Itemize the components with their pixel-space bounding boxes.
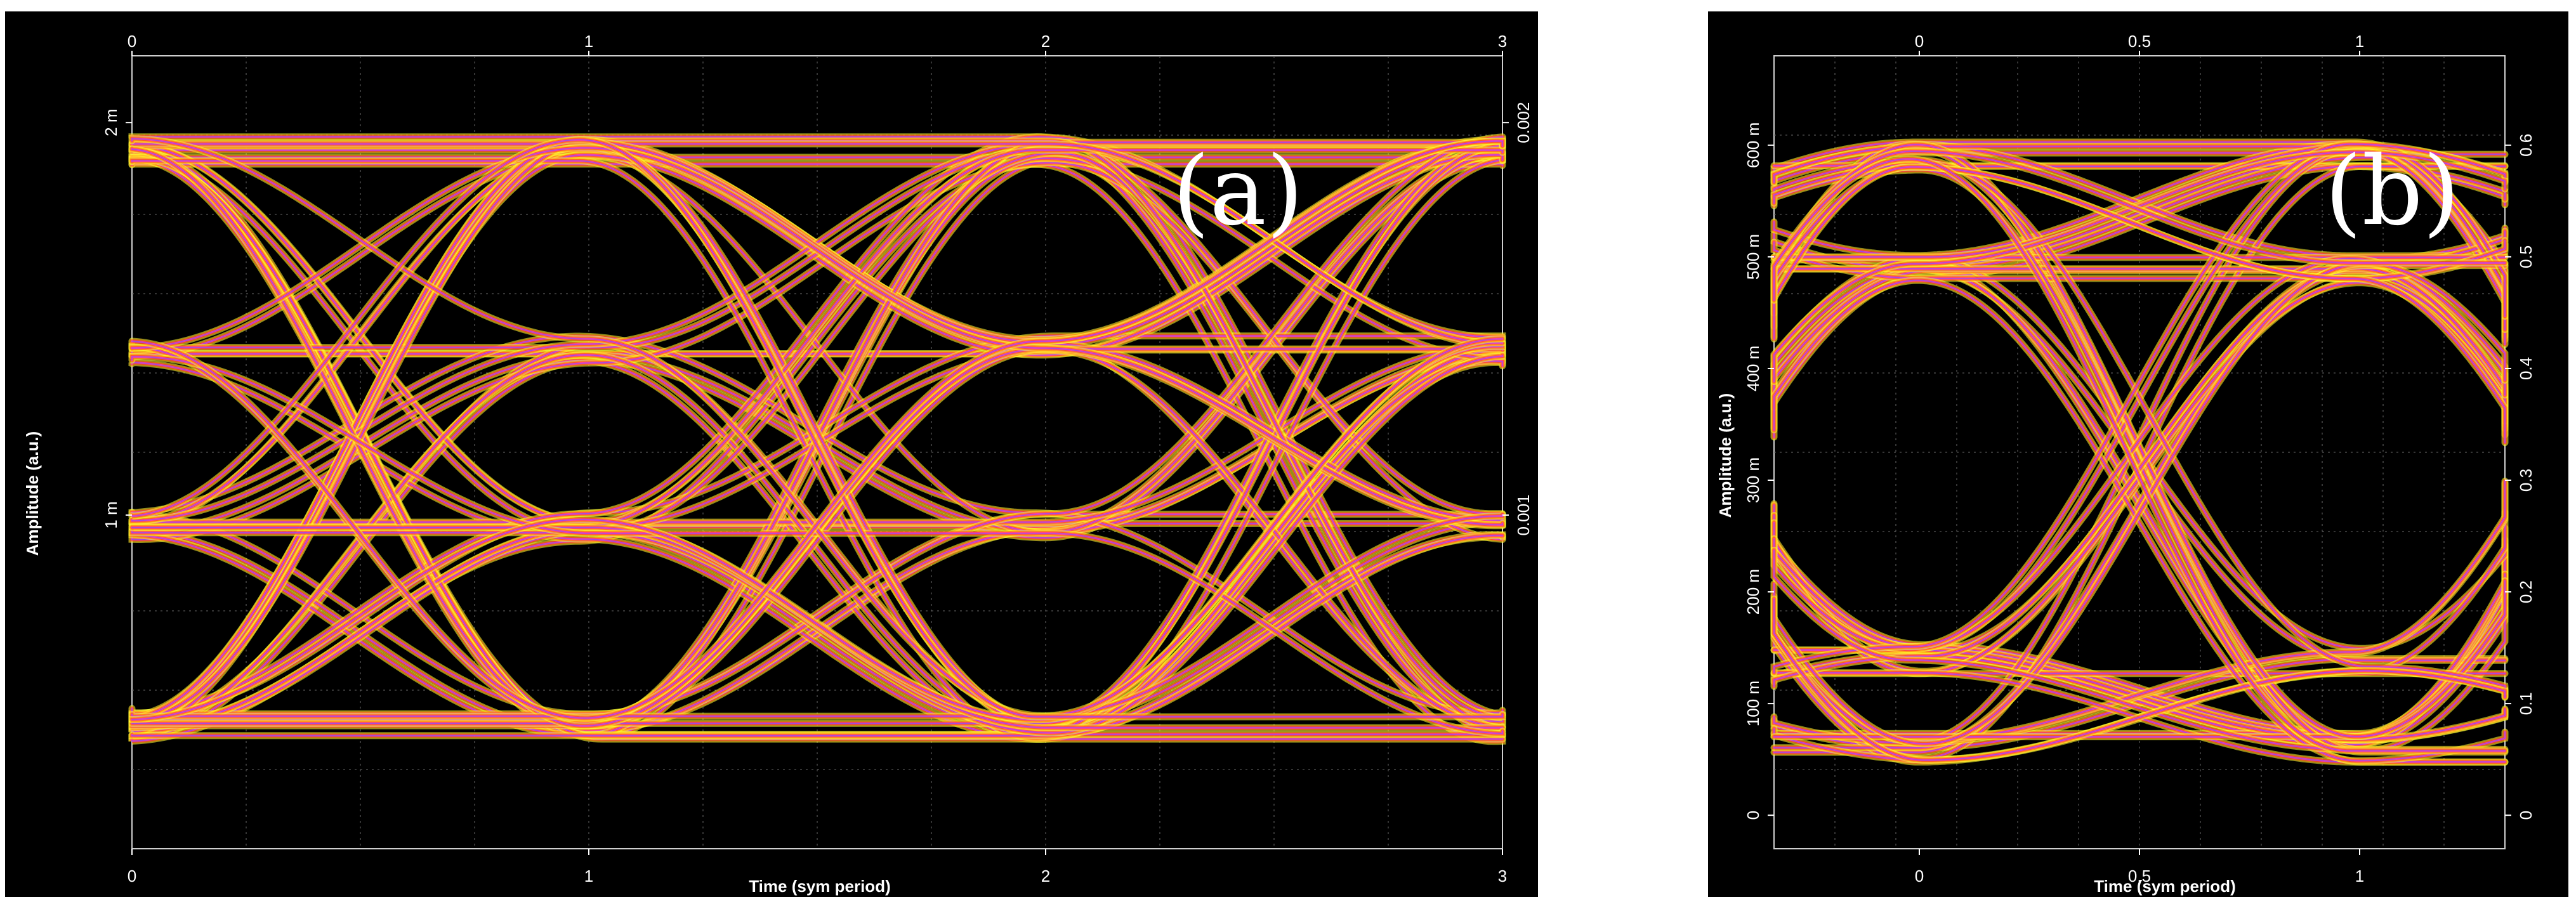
y-tick-right-0.6: 0.6 bbox=[2516, 134, 2535, 157]
x-axis-label-b: Time (sym period) bbox=[2094, 877, 2235, 896]
x-tick-bottom-0: 0 bbox=[1915, 866, 1924, 886]
x-tick-top-0.5: 0.5 bbox=[2128, 32, 2151, 51]
y-axis-label-b: Amplitude (a.u.) bbox=[1716, 393, 1735, 518]
y-tick-left-100 m: 100 m bbox=[1744, 681, 1763, 726]
y-tick-right-0.002: 0.002 bbox=[1514, 102, 1533, 143]
eye-trace-62-layer-4 bbox=[131, 147, 1503, 525]
x-tick-top-1: 1 bbox=[2355, 32, 2364, 51]
x-tick-bottom-1: 1 bbox=[2355, 866, 2364, 886]
x-tick-bottom-3: 3 bbox=[1498, 866, 1507, 886]
x-tick-top-2: 2 bbox=[1041, 32, 1050, 51]
y-tick-left-600 m: 600 m bbox=[1744, 122, 1763, 168]
eye-diagram-panel-b: Time (sym period) Amplitude (a.u.) 0 0.5 1… bbox=[1708, 11, 2568, 897]
eye-trace-46-layer-4 bbox=[131, 160, 1503, 738]
eye-trace-58-layer-4 bbox=[1773, 598, 2506, 761]
eye-trace-56-layer-4 bbox=[1773, 150, 2506, 299]
y-tick-left-0: 0 bbox=[1744, 811, 1763, 820]
y-tick-right-0.5: 0.5 bbox=[2516, 245, 2535, 268]
y-tick-right-0: 0 bbox=[2516, 811, 2535, 820]
eye-trace-69-layer-4 bbox=[131, 140, 1503, 719]
x-tick-top-1: 1 bbox=[584, 32, 593, 51]
x-tick-bottom-0: 0 bbox=[128, 866, 136, 886]
eye-trace-53-layer-4 bbox=[1773, 143, 2506, 674]
y-tick-left-300 m: 300 m bbox=[1744, 457, 1763, 503]
eye-trace-55-layer-4 bbox=[1773, 166, 2506, 443]
eye-trace-52-layer-4 bbox=[1773, 263, 2506, 745]
y-tick-right-0.3: 0.3 bbox=[2516, 469, 2535, 492]
eye-trace-59-layer-4 bbox=[1773, 158, 2506, 752]
eye-trace-57-layer-4 bbox=[131, 143, 1503, 346]
eye-trace-52-layer-4 bbox=[131, 535, 1503, 736]
y-tick-left-2 m: 2 m bbox=[102, 109, 121, 136]
eye-trace-48-layer-4 bbox=[131, 350, 1503, 728]
eye-trace-63-layer-4 bbox=[131, 514, 1503, 717]
x-tick-top-3: 3 bbox=[1498, 32, 1507, 51]
x-axis-label-a: Time (sym period) bbox=[749, 877, 890, 896]
x-tick-bottom-0.5: 0.5 bbox=[2128, 866, 2151, 886]
y-tick-left-1 m: 1 m bbox=[102, 501, 121, 528]
y-tick-left-200 m: 200 m bbox=[1744, 569, 1763, 615]
eye-traces-b bbox=[1770, 138, 2509, 766]
panel-label-b: (b) bbox=[2325, 136, 2460, 247]
eye-diagram-a-svg: Time (sym period) Amplitude (a.u.) 0 1 2 3 0… bbox=[23, 32, 1533, 896]
eye-trace-41-layer-4 bbox=[1773, 268, 2506, 422]
x-tick-bottom-2: 2 bbox=[1041, 866, 1050, 886]
eye-trace-68-layer-4 bbox=[131, 139, 1503, 717]
y-tick-left-500 m: 500 m bbox=[1744, 234, 1763, 280]
x-tick-top-0: 0 bbox=[1915, 32, 1924, 51]
y-tick-right-0.2: 0.2 bbox=[2516, 580, 2535, 603]
panel-label-a: (a) bbox=[1173, 136, 1303, 247]
eye-traces-a bbox=[128, 133, 1506, 745]
y-tick-right-0.001: 0.001 bbox=[1514, 494, 1533, 535]
eye-trace-45-layer-4 bbox=[1773, 280, 2506, 761]
eye-diagram-panel-a: Time (sym period) Amplitude (a.u.) 0 1 2 3 0… bbox=[5, 11, 1538, 897]
y-tick-right-0.4: 0.4 bbox=[2516, 357, 2535, 380]
eye-trace-67-layer-4 bbox=[131, 138, 1503, 717]
x-tick-top-0: 0 bbox=[128, 32, 136, 51]
y-axis-label-a: Amplitude (a.u.) bbox=[23, 431, 42, 556]
eye-trace-18-layer-4 bbox=[131, 157, 1503, 162]
x-tick-bottom-1: 1 bbox=[584, 866, 593, 886]
eye-trace-65-layer-4 bbox=[131, 356, 1503, 735]
eye-diagram-b-svg: Time (sym period) Amplitude (a.u.) 0 0.5 1… bbox=[1716, 32, 2535, 896]
eye-trace-23-layer-4 bbox=[131, 155, 1503, 533]
y-tick-left-400 m: 400 m bbox=[1744, 346, 1763, 391]
y-tick-right-0.1: 0.1 bbox=[2516, 692, 2535, 715]
